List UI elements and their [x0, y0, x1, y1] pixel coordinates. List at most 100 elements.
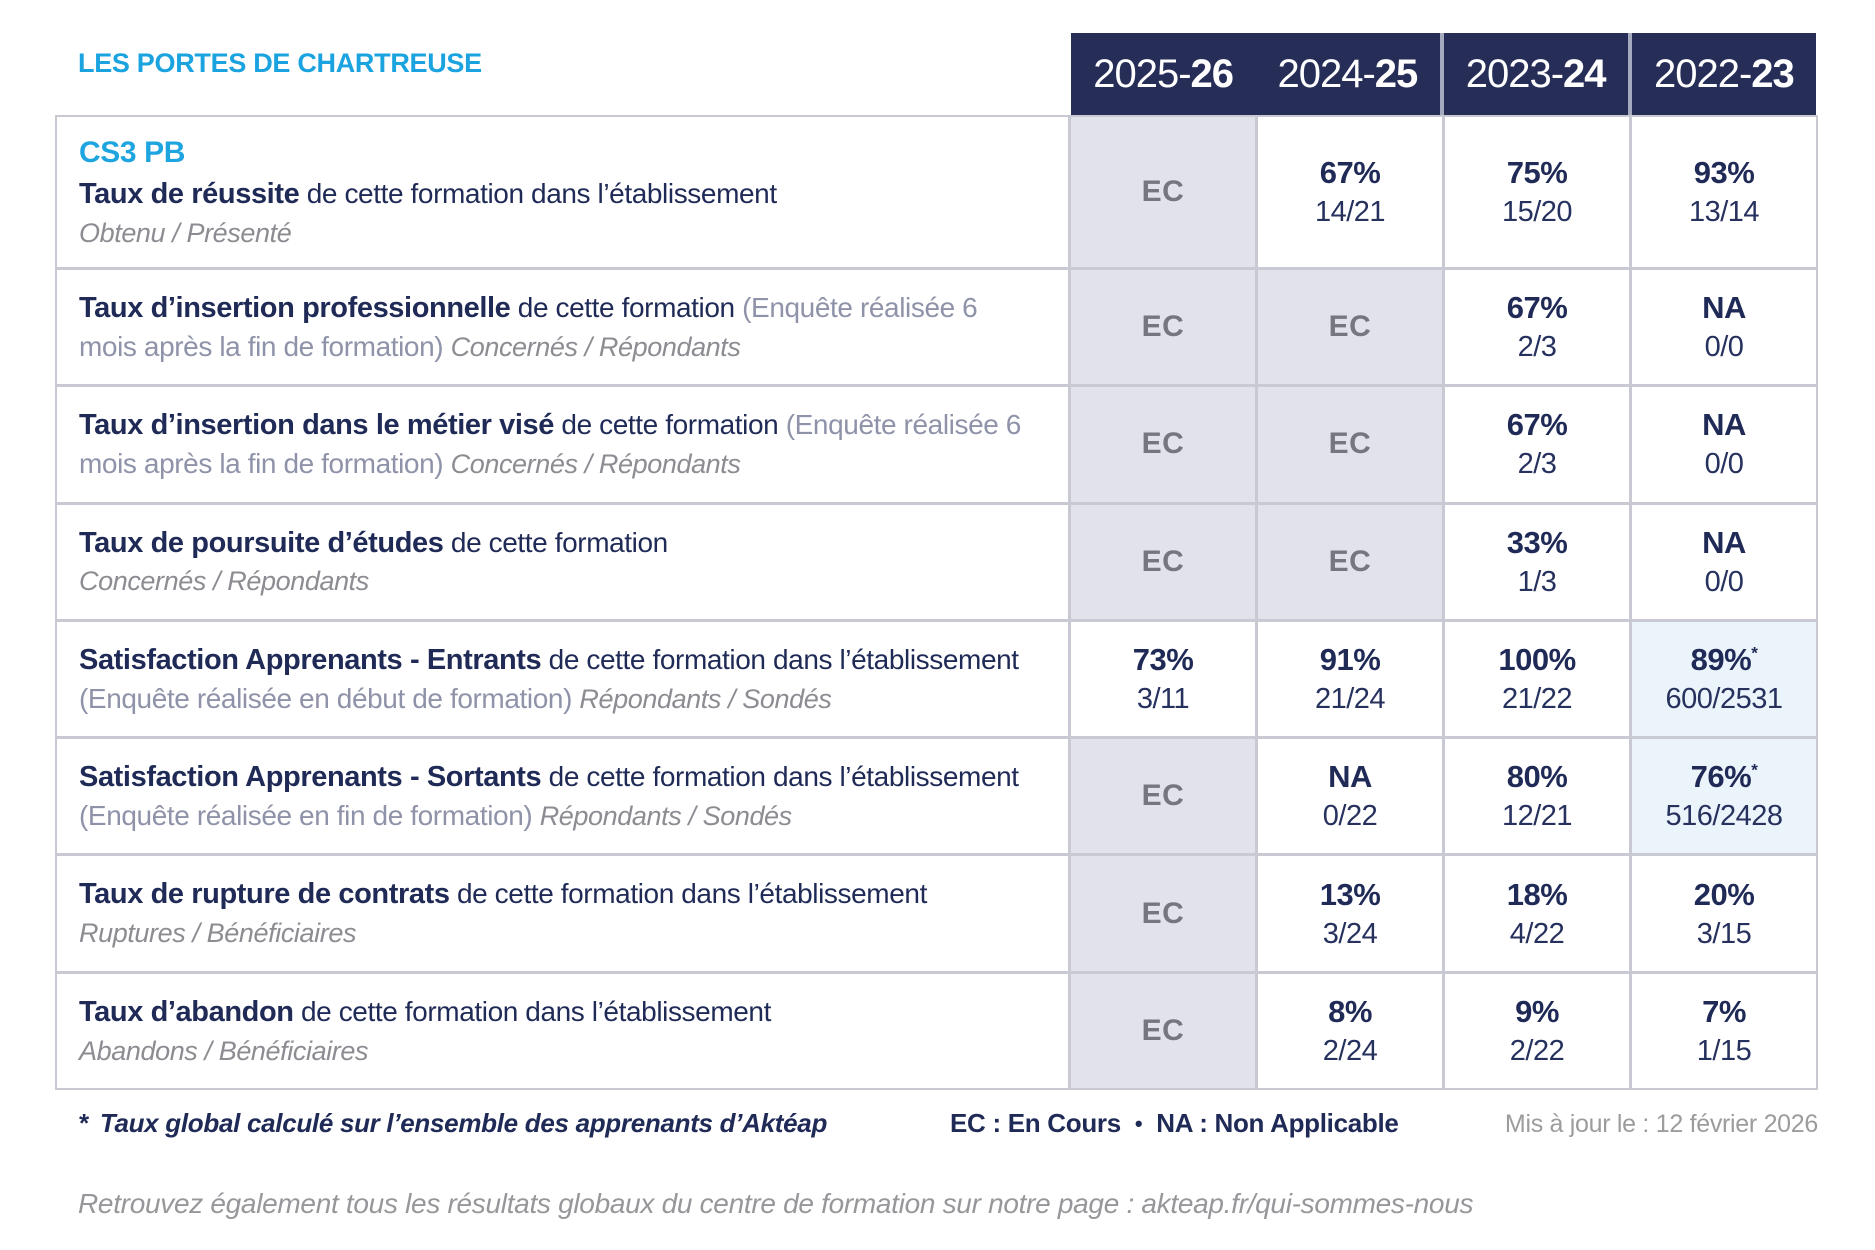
- ec-value: EC: [1141, 896, 1185, 930]
- percentage-text: 67%: [1506, 407, 1568, 443]
- percentage-value: 8%: [1328, 994, 1372, 1030]
- percentage-value: 91%: [1320, 642, 1381, 678]
- indicator-survey-note: (Enquête réalisée en début de formation): [79, 682, 572, 714]
- indicator-ratio-caption: Ruptures / Bénéficiaires: [79, 918, 357, 949]
- cell-taux-poursuite-etudes-2022-23: NA 0/0: [1632, 504, 1816, 619]
- fraction-value: 600/2531: [1665, 682, 1783, 715]
- row-label-text: Taux de poursuite d’études de cette form…: [79, 524, 1042, 600]
- row-label-text: Taux d’abandon de cette formation dans l…: [79, 993, 1042, 1069]
- fraction-value: 516/2428: [1665, 800, 1783, 833]
- indicator-title: Taux de réussite: [79, 177, 300, 210]
- cell-taux-poursuite-etudes-2024-25: EC: [1258, 504, 1442, 619]
- indicator-ratio-caption: Obtenu / Présenté: [79, 217, 292, 248]
- ec-value: EC: [1328, 544, 1372, 578]
- cell-satisfaction-apprenants-sortants-2023-24: 80% 12/21: [1445, 739, 1629, 854]
- fraction-value: 2/3: [1517, 331, 1557, 364]
- cell-taux-de-reussite-2022-23: 93% 13/14: [1632, 117, 1816, 267]
- row-label-taux-abandon: Taux d’abandon de cette formation dans l…: [57, 973, 1068, 1088]
- cell-taux-poursuite-etudes-2025-26: EC: [1071, 504, 1255, 619]
- indicator-desc: de cette formation dans l’établissement: [548, 643, 1019, 675]
- footnote: * Taux global calculé sur l’ensemble des …: [78, 1108, 827, 1139]
- percentage-text: 100%: [1498, 641, 1576, 677]
- legend-na: NA : Non Applicable: [1156, 1108, 1399, 1138]
- year-suffix: 26: [1190, 51, 1234, 96]
- cell-taux-abandon-2023-24: 9% 2/22: [1445, 973, 1629, 1088]
- row-label-text: Taux d’insertion professionnelle de cett…: [79, 289, 1042, 365]
- cell-taux-abandon-2022-23: 7% 1/15: [1632, 973, 1816, 1088]
- percentage-text: 7%: [1702, 993, 1746, 1029]
- indicator-desc: de cette formation dans l’établissement: [300, 995, 771, 1027]
- indicator-desc: de cette formation: [450, 526, 668, 558]
- fraction-value: 3/15: [1696, 917, 1752, 950]
- year-header-cell: 2022- 23: [1627, 33, 1816, 115]
- percentage-value: 73%: [1133, 642, 1194, 678]
- indicator-ratio-caption: Répondants / Sondés: [539, 800, 792, 831]
- fraction-value: 12/21: [1501, 800, 1573, 833]
- indicator-survey-note: (Enquête réalisée en fin de formation): [79, 799, 533, 831]
- percentage-value: NA: [1702, 407, 1746, 443]
- cell-satisfaction-apprenants-entrants-2022-23: 89%* 600/2531: [1632, 621, 1816, 737]
- indicator-title: Taux d’abandon: [79, 995, 294, 1028]
- row-label-taux-poursuite-etudes: Taux de poursuite d’études de cette form…: [57, 504, 1068, 619]
- fraction-value: 14/21: [1314, 196, 1386, 228]
- legend: EC : En Cours • NA : Non Applicable: [950, 1108, 1399, 1139]
- ec-value: EC: [1141, 427, 1185, 461]
- cell-taux-rupture-contrats-2024-25: 13% 3/24: [1258, 856, 1442, 971]
- cell-taux-rupture-contrats-2022-23: 20% 3/15: [1632, 856, 1816, 971]
- indicator-title: Satisfaction Apprenants - Entrants: [79, 643, 542, 676]
- percentage-text: NA: [1328, 759, 1372, 795]
- cell-satisfaction-apprenants-entrants-2025-26: 73% 3/11: [1071, 621, 1255, 737]
- footnote-asterisk: *: [78, 1108, 88, 1138]
- percentage-value: 67%: [1507, 290, 1568, 326]
- percentage-value: 9%: [1515, 994, 1559, 1030]
- percentage-value: 75%: [1507, 155, 1568, 191]
- indicator-ratio-caption: Abandons / Bénéficiaires: [79, 1035, 369, 1066]
- indicator-title: Taux d’insertion dans le métier visé: [79, 409, 555, 442]
- bottom-note: Retrouvez également tous les résultats g…: [78, 1188, 1474, 1219]
- cell-satisfaction-apprenants-sortants-2024-25: NA 0/22: [1258, 739, 1442, 854]
- percentage-text: 67%: [1506, 290, 1568, 326]
- year-suffix: 25: [1374, 51, 1418, 96]
- legend-separator: •: [1134, 1110, 1143, 1136]
- cell-taux-insertion-metier-vise-2024-25: EC: [1258, 387, 1442, 502]
- percentage-value: 20%: [1694, 877, 1755, 913]
- fraction-value: 0/0: [1704, 448, 1744, 481]
- indicator-desc: de cette formation: [517, 291, 735, 323]
- fraction-value: 3/24: [1322, 917, 1378, 950]
- percentage-text: 91%: [1319, 641, 1381, 677]
- fraction-value: 21/24: [1314, 682, 1386, 715]
- fraction-value: 13/14: [1688, 196, 1760, 228]
- row-label-satisfaction-apprenants-entrants: Satisfaction Apprenants - Entrants de ce…: [57, 621, 1068, 737]
- indicator-desc: de cette formation dans l’établissement: [306, 177, 777, 209]
- row-label-taux-de-reussite: CS3 PB Taux de réussite de cette formatio…: [57, 117, 1068, 267]
- row-label-text: Satisfaction Apprenants - Sortants de ce…: [79, 758, 1042, 834]
- percentage-text: 67%: [1319, 155, 1381, 190]
- percentage-value: NA: [1328, 759, 1372, 795]
- percentage-text: 93%: [1693, 155, 1755, 190]
- cell-taux-insertion-metier-vise-2025-26: EC: [1071, 387, 1255, 502]
- indicator-desc: de cette formation dans l’établissement: [548, 761, 1019, 793]
- cell-taux-de-reussite-2025-26: EC: [1071, 117, 1255, 267]
- percentage-value: 100%: [1498, 641, 1576, 678]
- ec-value: EC: [1141, 779, 1185, 813]
- indicator-title: Taux de poursuite d’études: [79, 526, 444, 559]
- percentage-value: 76%*: [1691, 759, 1758, 795]
- indicator-title: Taux de rupture de contrats: [79, 878, 450, 911]
- cell-taux-insertion-professionnelle-2025-26: EC: [1071, 270, 1255, 385]
- indicator-ratio-caption: Concernés / Répondants: [79, 566, 369, 597]
- percentage-text: 18%: [1506, 876, 1568, 912]
- percentage-text: 13%: [1319, 876, 1381, 912]
- indicator-survey-note: (Enquête réalisée 6 mois après la fin de…: [79, 409, 1021, 480]
- percentage-text: NA: [1702, 524, 1746, 560]
- indicator-ratio-caption: Concernés / Répondants: [450, 449, 741, 480]
- fraction-value: 15/20: [1501, 196, 1573, 228]
- indicator-desc: de cette formation dans l’établissement: [456, 878, 927, 910]
- percentage-value: 7%: [1702, 994, 1746, 1030]
- fraction-value: 2/24: [1322, 1034, 1378, 1067]
- cell-satisfaction-apprenants-entrants-2024-25: 91% 21/24: [1258, 621, 1442, 737]
- percentage-value: 67%: [1507, 407, 1568, 443]
- row-label-taux-insertion-professionnelle: Taux d’insertion professionnelle de cett…: [57, 270, 1068, 385]
- updated-date: Mis à jour le : 12 février 2026: [1504, 1110, 1818, 1138]
- cell-taux-insertion-professionnelle-2023-24: 67% 2/3: [1445, 270, 1629, 385]
- percentage-value: 13%: [1320, 877, 1381, 913]
